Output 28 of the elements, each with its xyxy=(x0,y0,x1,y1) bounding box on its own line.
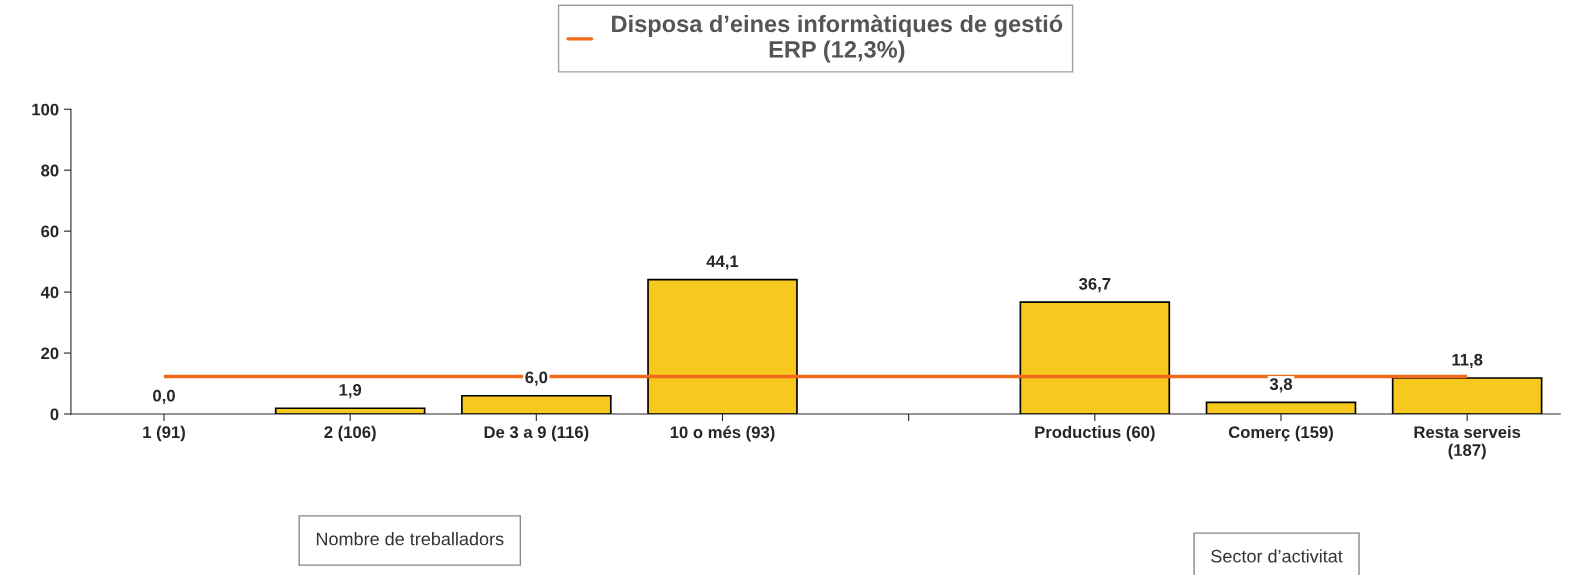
legend-label: Disposa d’eines informàtiques de gestió ERP (12,3%) xyxy=(612,14,1063,63)
data-label: 1,9 xyxy=(339,383,362,399)
y-tick-label: 20 xyxy=(41,347,59,360)
x-tick-label: Resta serveis (187) xyxy=(1414,425,1521,460)
data-label: 11,8 xyxy=(1452,353,1483,369)
x-tick-label: 1 (91) xyxy=(143,425,185,442)
bar xyxy=(1391,377,1543,414)
bar xyxy=(274,407,426,414)
x-tick-label: De 3 a 9 (116) xyxy=(484,425,589,442)
text: Nombre de treballadors xyxy=(316,532,504,546)
data-label: 36,7 xyxy=(1078,277,1111,293)
data-label: 6,0 xyxy=(525,371,548,386)
data-label: 0,0 xyxy=(153,389,175,404)
y-tick-label: 40 xyxy=(40,286,59,299)
x-tick-label: Productius (60) xyxy=(1035,425,1155,442)
bar xyxy=(647,278,798,414)
x-tick-label: Comerç (159) xyxy=(1228,425,1333,442)
data-label: 3,8 xyxy=(1269,378,1293,393)
data-label: 44,1 xyxy=(706,255,739,270)
x-tick-label: 10 o més (93) xyxy=(670,425,775,442)
y-tick-label: 100 xyxy=(32,103,59,116)
text: Sector d’activitat xyxy=(1211,549,1343,563)
bar xyxy=(461,394,612,414)
y-tick-label: 80 xyxy=(41,164,59,177)
y-tick-label: 60 xyxy=(41,225,59,238)
x-tick-label: 2 (106) xyxy=(324,425,376,442)
bar xyxy=(1019,301,1171,414)
y-tick-label: 0 xyxy=(50,408,59,421)
